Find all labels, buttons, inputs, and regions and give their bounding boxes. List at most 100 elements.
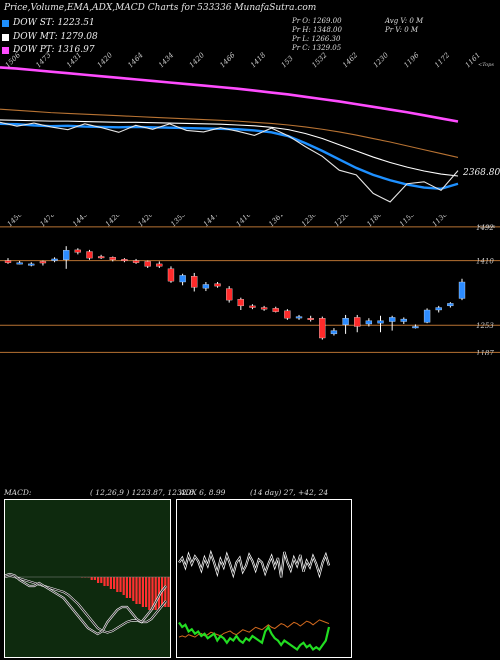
candle-body (237, 299, 244, 307)
candle-body (295, 316, 303, 319)
macd-histogram-bar (167, 577, 170, 607)
adx-line-inner (178, 551, 330, 578)
macd-line-inner (5, 573, 167, 635)
candle-body (121, 259, 128, 262)
price-level-label: 1492 (476, 224, 494, 232)
ema-value-label: 2368.80 (462, 168, 500, 178)
tops-label: 1462 (341, 51, 360, 70)
ema-series-line (0, 66, 459, 123)
candle-body (74, 249, 81, 253)
candle-body (191, 276, 198, 288)
macd-histogram-bar (141, 577, 144, 607)
candle-body (458, 281, 466, 299)
macd-histogram-bar (119, 577, 122, 592)
macd-histogram-bar (138, 577, 141, 604)
ohlc-low: Pr L: 1266.30 (292, 35, 341, 43)
macd-chart (5, 572, 170, 636)
candle-body (179, 275, 186, 283)
macd-histogram-bar (145, 577, 148, 607)
macd-histogram-bar (125, 577, 128, 598)
tops-label: 1172 (433, 51, 452, 70)
tops-label: 1431 (65, 51, 83, 69)
candle-body (284, 310, 291, 319)
candle-body (214, 283, 221, 287)
legend-dow-st: DOW ST: 1223.51 (2, 17, 95, 29)
macd-histogram-bar (164, 577, 167, 607)
macd-histogram-bar (103, 577, 106, 586)
candle-body (28, 263, 35, 266)
candle-body (319, 318, 326, 339)
macd-histogram-bar (90, 577, 93, 580)
macd-histogram-bar (135, 577, 138, 604)
macd-histogram-bar (97, 577, 100, 583)
candle-body (412, 326, 419, 329)
tops-label: 1532 (310, 51, 329, 70)
macd-histogram-bar (154, 577, 157, 610)
ema-series-line (0, 119, 459, 177)
chart-header-title: Price,Volume,EMA,ADX,MACD Charts for 533… (4, 3, 317, 13)
price-level-label: 1410 (476, 258, 494, 266)
macd-histogram-bar (100, 577, 103, 583)
ema-series-line (0, 121, 459, 203)
tops-label: 1418 (249, 51, 268, 70)
ema-price-chart: 2368.80 <Tops 1506 1473 1431 1420 1464 1434 1420… (0, 51, 500, 203)
tops-label: 153 (280, 54, 295, 69)
macd-histogram-bar (129, 577, 132, 598)
tops-label: 1420 (96, 51, 115, 70)
candle-body (249, 305, 256, 308)
macd-title: MACD: (4, 488, 32, 497)
legend-swatch-st (2, 19, 9, 27)
candle-body (272, 308, 279, 312)
candle-body (342, 318, 349, 325)
tops-corner-label: <Tops (478, 62, 494, 68)
tops-label: 1230 (372, 51, 391, 70)
candle-body (109, 257, 116, 260)
candle-body (39, 261, 47, 264)
candle-body (423, 309, 431, 323)
candle-body (51, 258, 58, 261)
candle-body (144, 261, 151, 267)
ema-series-line (0, 122, 459, 190)
adx-title: ADX 6, 8.99 (180, 488, 226, 497)
macd-histogram-bar (109, 577, 112, 589)
candle-body (156, 263, 163, 267)
candle-body (260, 307, 268, 310)
price-level-label: 1187 (476, 349, 494, 355)
candle-body (202, 284, 210, 289)
candle-body (63, 250, 70, 260)
candle-body (389, 317, 396, 322)
candle-body (400, 318, 407, 322)
ohlc-volume: Pr V: 0 M (385, 26, 419, 34)
legend-label-pt: DOW PT: 1316.97 (13, 45, 95, 55)
candle-body (167, 268, 175, 282)
legend-dow-mt: DOW MT: 1279.08 (2, 31, 98, 43)
candle-body (16, 262, 23, 265)
candle-body (132, 260, 140, 263)
candle-body (86, 251, 93, 259)
ohlc-high: Pr H: 1348.00 (292, 26, 342, 34)
macd-panel (4, 499, 171, 658)
ema-series-line (0, 108, 459, 158)
adx-chart (178, 549, 331, 652)
legend-label-mt: DOW MT: 1279.08 (13, 32, 98, 42)
tops-label: 1506 (4, 51, 23, 70)
macd-histogram-bar (113, 577, 116, 589)
ohlc-close: Pr C: 1329.05 (292, 44, 342, 52)
candle-body (447, 303, 454, 307)
tops-label: 1466 (218, 51, 237, 70)
candle-body (97, 256, 105, 259)
macd-histogram-bar (132, 577, 135, 601)
tops-label: 1473 (34, 51, 53, 70)
ohlc-avg-volume: Avg V: 0 M (385, 17, 424, 25)
macd-params: ( 12,26,9 ) 1223.87, 1232.8 (90, 488, 194, 497)
tops-label: 1196 (402, 51, 421, 70)
candle-body (377, 320, 384, 324)
legend-label-st: DOW ST: 1223.51 (13, 18, 95, 28)
tops-label: 1464 (126, 51, 144, 69)
tops-label: 1420 (188, 51, 207, 70)
macd-histogram-bar (116, 577, 119, 592)
candle-body (330, 330, 338, 335)
legend-swatch-mt (2, 33, 9, 41)
macd-histogram-bar (122, 577, 125, 595)
